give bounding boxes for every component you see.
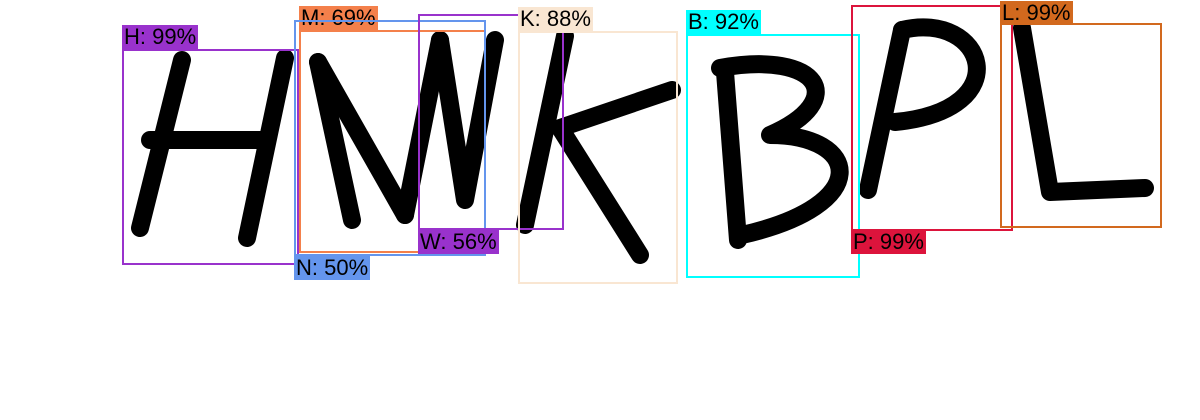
detection-label-n: N: 50% xyxy=(294,255,371,280)
detection-label-b: B: 92% xyxy=(686,9,761,34)
bounding-box-b xyxy=(686,34,860,278)
bounding-box-h xyxy=(122,49,299,265)
detection-label-k: K: 88% xyxy=(518,6,593,31)
detection-label-m: M: 69% xyxy=(299,5,378,30)
detection-label-p: P: 99% xyxy=(851,229,926,254)
detection-label-l: L: 99% xyxy=(1000,0,1073,25)
detection-label-w: W: 56% xyxy=(418,229,499,254)
detection-label-h: H: 99% xyxy=(122,24,199,49)
bounding-box-w xyxy=(418,14,564,230)
bounding-box-n xyxy=(294,20,486,256)
bounding-box-l xyxy=(1000,23,1162,228)
bounding-box-k xyxy=(518,31,678,284)
bounding-box-p xyxy=(851,5,1013,231)
